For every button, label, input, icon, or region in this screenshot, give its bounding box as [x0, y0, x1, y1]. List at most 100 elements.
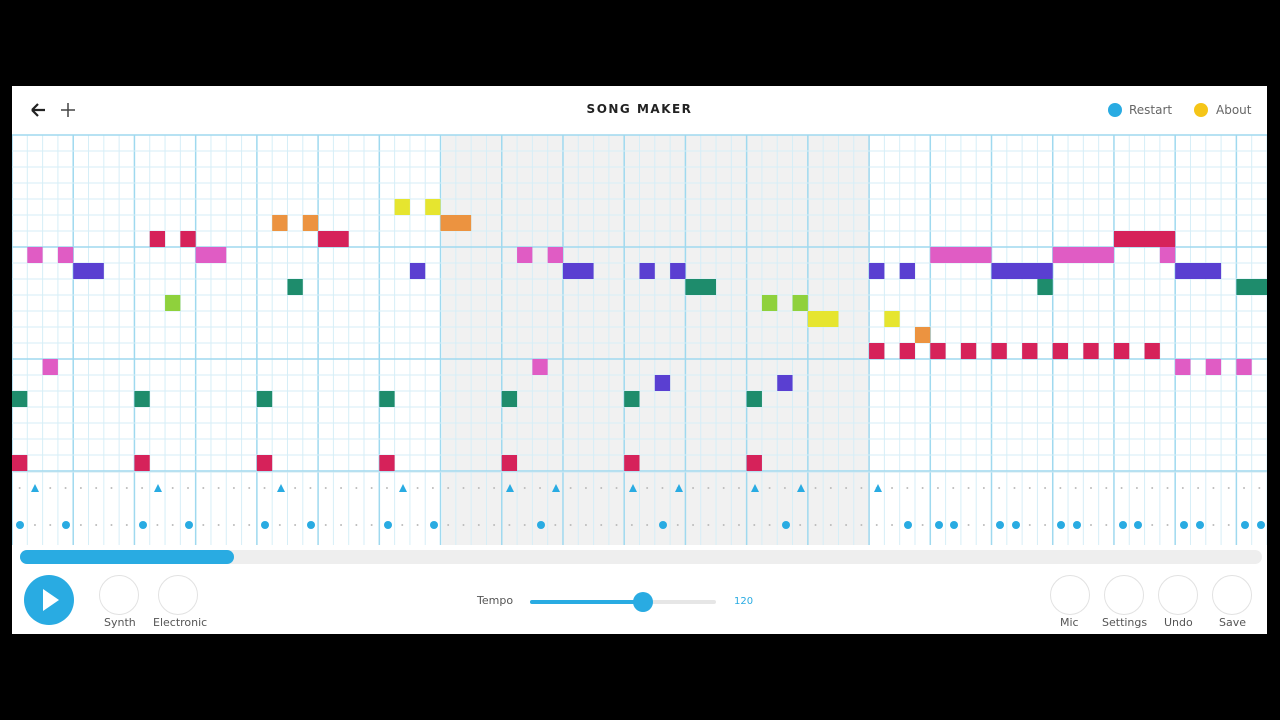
note [930, 343, 946, 359]
rhythm-hit [1134, 521, 1142, 529]
move-button[interactable] [61, 103, 75, 117]
note [746, 455, 762, 471]
rhythm-slot [707, 524, 710, 526]
rhythm-slot [95, 487, 98, 489]
about[interactable]: About [1216, 103, 1252, 117]
about-icon[interactable] [1194, 103, 1208, 117]
rhythm-slot [447, 487, 450, 489]
restart[interactable]: Restart [1129, 103, 1173, 117]
rhythm-slot [49, 524, 52, 526]
instrument-label: Synth [104, 616, 136, 629]
rhythm-slot [431, 487, 434, 489]
rhythm-slot [722, 487, 725, 489]
note [991, 343, 1007, 359]
note [761, 295, 778, 311]
rhythm-hit [16, 521, 24, 529]
rhythm-slot [982, 524, 985, 526]
undo-button[interactable] [1158, 575, 1198, 615]
restart-icon[interactable] [1108, 103, 1122, 117]
rhythm-slot [814, 524, 817, 526]
rhythm-slot [569, 524, 572, 526]
progress-track[interactable] [20, 550, 1262, 564]
percussion-button[interactable] [158, 575, 198, 615]
note [409, 263, 426, 279]
rhythm-hit [139, 521, 147, 529]
rhythm-slot [554, 524, 557, 526]
rhythm-slot [217, 487, 220, 489]
rhythm-slot [508, 524, 511, 526]
rhythm-slot [661, 487, 664, 489]
rhythm-slot [799, 524, 802, 526]
rhythm-slot [952, 487, 955, 489]
note [899, 343, 915, 359]
rhythm-slot [737, 487, 740, 489]
note [960, 343, 977, 359]
rhythm-slot [600, 487, 603, 489]
rhythm-slot [936, 487, 939, 489]
rhythm-slot [891, 487, 894, 489]
note [777, 375, 793, 391]
note [27, 247, 43, 263]
note [57, 247, 74, 263]
rhythm-hit [874, 484, 882, 492]
rhythm-slot [1135, 487, 1138, 489]
rhythm-hit [659, 521, 667, 529]
rhythm-hit [782, 521, 790, 529]
rhythm-slot [906, 487, 909, 489]
rhythm-hit [62, 521, 70, 529]
note [547, 247, 563, 263]
rhythm-slot [646, 487, 649, 489]
mic-button[interactable] [1050, 575, 1090, 615]
rhythm-slot [171, 524, 174, 526]
note [1159, 247, 1176, 263]
rhythm-slot [1044, 487, 1047, 489]
rhythm-slot [829, 487, 832, 489]
rhythm-slot [125, 487, 128, 489]
rhythm-hit [552, 484, 560, 492]
rhythm-slot [294, 524, 297, 526]
rhythm-slot [187, 487, 190, 489]
progress-fill [20, 550, 234, 564]
rhythm-slot [1013, 487, 1016, 489]
rhythm-slot [202, 487, 205, 489]
note [272, 215, 288, 231]
rhythm-hit [399, 484, 407, 492]
rhythm-slot [340, 524, 343, 526]
rhythm-slot [722, 524, 725, 526]
save-label: Save [1219, 616, 1247, 629]
rhythm-slot [79, 487, 82, 489]
save-button[interactable] [1212, 575, 1252, 615]
rhythm-slot [416, 524, 419, 526]
rhythm-hit [537, 521, 545, 529]
rhythm-slot [447, 524, 450, 526]
rhythm-slot [1105, 487, 1108, 489]
rhythm-slot [64, 487, 67, 489]
note [440, 215, 472, 231]
undo-label: Undo [1164, 616, 1193, 629]
rhythm-slot [539, 487, 542, 489]
rhythm-slot [248, 487, 251, 489]
rhythm-slot [569, 487, 572, 489]
rhythm-slot [33, 524, 36, 526]
rhythm-slot [401, 524, 404, 526]
canvas [12, 103, 1267, 625]
note [149, 231, 166, 247]
settings-button[interactable] [1104, 575, 1144, 615]
rhythm-slot [1105, 524, 1108, 526]
rhythm-slot [630, 524, 633, 526]
note [654, 375, 671, 391]
back-button[interactable] [31, 103, 45, 117]
rhythm-slot [110, 487, 113, 489]
instrument-button[interactable] [99, 575, 139, 615]
rhythm-slot [202, 524, 205, 526]
rhythm-slot [125, 524, 128, 526]
rhythm-slot [1151, 524, 1154, 526]
rhythm-slot [768, 524, 771, 526]
note [869, 263, 885, 279]
note [1113, 231, 1176, 247]
tempo-knob[interactable] [633, 592, 653, 612]
rhythm-slot [860, 524, 863, 526]
note [1175, 263, 1222, 279]
note [379, 455, 395, 471]
note [670, 263, 686, 279]
